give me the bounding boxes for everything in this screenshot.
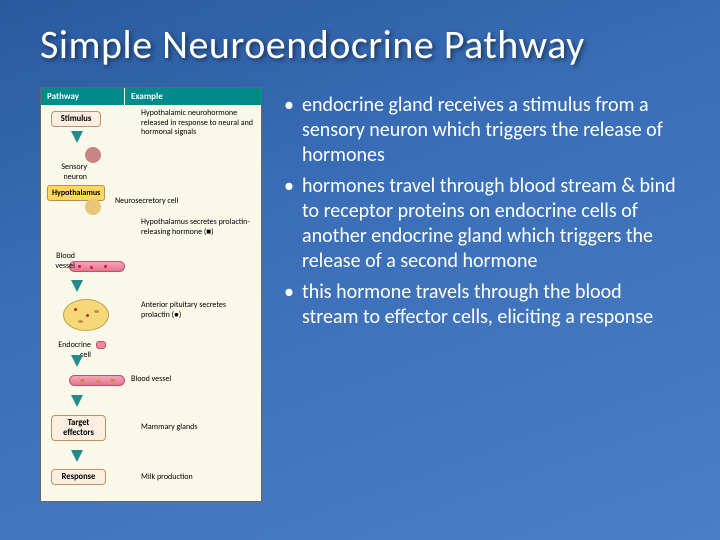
label-sensory-neuron: Sensory neuron bbox=[49, 163, 87, 182]
endocrine-cell-shape bbox=[96, 341, 106, 349]
label-neurosecretory: Neurosecretory cell bbox=[115, 197, 185, 207]
pathway-diagram: Pathway Example Stimulus Hypothalamic ne… bbox=[40, 87, 262, 502]
blood-vessel-2 bbox=[69, 375, 125, 386]
pituitary-shape bbox=[63, 299, 109, 331]
label-blood-vessel-1: Blood vessel bbox=[45, 252, 75, 271]
hypothalamus-box: Hypothalamus bbox=[47, 185, 105, 201]
label-milk: Milk production bbox=[141, 473, 231, 483]
arrow-icon bbox=[71, 131, 83, 143]
diagram-header: Pathway Example bbox=[41, 88, 261, 105]
label-mammary: Mammary glands bbox=[141, 423, 231, 433]
stage-target: Target effectors bbox=[51, 415, 106, 441]
blood-vessel-1 bbox=[69, 261, 125, 272]
bullet-item: endocrine gland receives a stimulus from… bbox=[282, 93, 680, 168]
slide: Simple Neuroendocrine Pathway Pathway Ex… bbox=[0, 0, 720, 540]
arrow-icon bbox=[71, 450, 83, 462]
diagram-header-col2: Example bbox=[125, 88, 261, 105]
label-blood-vessel-2: Blood vessel bbox=[131, 375, 176, 385]
arrow-icon bbox=[71, 355, 83, 367]
arrow-icon bbox=[71, 280, 83, 292]
arrow-icon bbox=[71, 395, 83, 407]
label-hypothalamic: Hypothalamic neurohormone released in re… bbox=[141, 109, 256, 138]
stage-stimulus: Stimulus bbox=[51, 111, 101, 127]
sensory-neuron-shape bbox=[85, 147, 101, 163]
slide-title: Simple Neuroendocrine Pathway bbox=[40, 20, 680, 69]
bullet-list: endocrine gland receives a stimulus from… bbox=[282, 87, 680, 507]
neurosecretory-shape bbox=[85, 199, 101, 215]
diagram-header-col1: Pathway bbox=[41, 88, 125, 105]
label-secretes-prh: Hypothalamus secretes prolactin-releasin… bbox=[141, 218, 256, 237]
diagram-body: Stimulus Hypothalamic neurohormone relea… bbox=[41, 105, 261, 501]
label-anterior-pituitary: Anterior pituitary secretes prolactin (●… bbox=[141, 301, 251, 320]
content-row: Pathway Example Stimulus Hypothalamic ne… bbox=[40, 87, 680, 507]
bullet-item: this hormone travels through the blood s… bbox=[282, 280, 680, 330]
label-endocrine-cell: Endocrine cell bbox=[47, 341, 91, 360]
stage-response: Response bbox=[51, 469, 106, 485]
bullet-item: hormones travel through blood stream & b… bbox=[282, 174, 680, 274]
